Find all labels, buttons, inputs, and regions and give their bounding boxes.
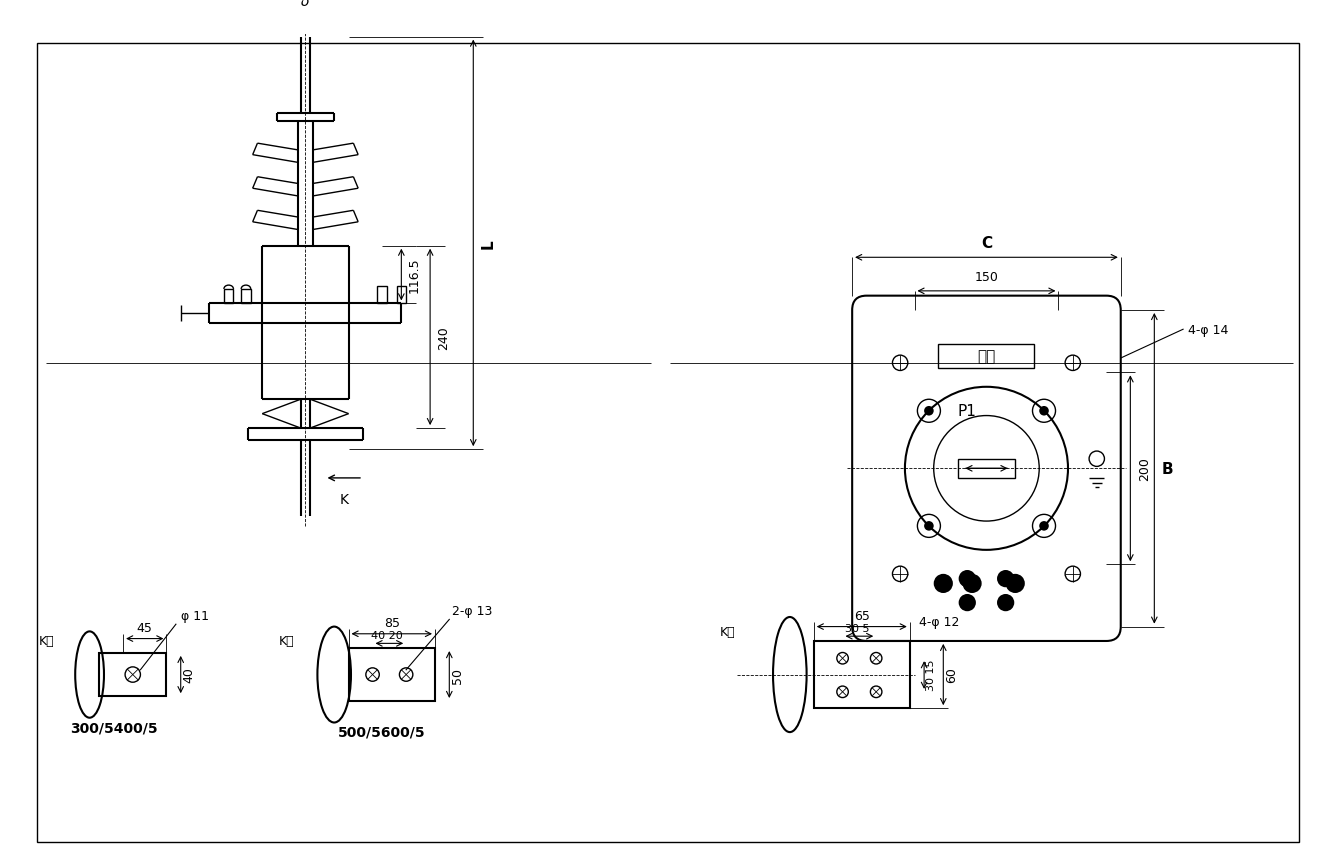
Text: 45: 45 (136, 621, 152, 634)
Text: P1: P1 (958, 404, 977, 419)
Text: C: C (981, 235, 993, 250)
Bar (224, 290, 234, 304)
Text: 50: 50 (452, 667, 464, 682)
Bar (814, 642, 910, 708)
Circle shape (997, 595, 1014, 612)
Bar (377, 287, 387, 304)
Text: B: B (1162, 461, 1173, 476)
Bar (958, 459, 1015, 478)
Circle shape (1039, 406, 1049, 416)
Text: 65: 65 (854, 609, 870, 622)
Text: 30 15: 30 15 (926, 659, 937, 690)
Circle shape (1039, 521, 1049, 531)
Text: K向: K向 (39, 635, 55, 648)
Text: 30 5: 30 5 (844, 624, 870, 634)
Circle shape (997, 570, 1014, 588)
Text: 4-φ 14: 4-φ 14 (1188, 324, 1228, 337)
Bar (349, 648, 436, 701)
Text: 2-φ 13: 2-φ 13 (452, 605, 493, 618)
Text: φ 11: φ 11 (180, 609, 208, 623)
Text: K向: K向 (720, 625, 735, 638)
Text: 40: 40 (183, 667, 195, 682)
Text: 240: 240 (437, 325, 450, 349)
Circle shape (925, 406, 934, 416)
Text: 116.5: 116.5 (407, 257, 421, 293)
Text: 60: 60 (945, 667, 958, 682)
Text: δ: δ (301, 0, 310, 9)
Text: L: L (481, 239, 496, 249)
Circle shape (1006, 574, 1025, 593)
Circle shape (962, 574, 982, 593)
Text: 300/5400/5: 300/5400/5 (69, 720, 158, 734)
Text: 500/5600/5: 500/5600/5 (338, 725, 426, 739)
Circle shape (959, 570, 975, 588)
Text: 40 20: 40 20 (371, 630, 403, 641)
Circle shape (934, 574, 953, 593)
Text: 名牌: 名牌 (978, 348, 995, 364)
Text: 150: 150 (974, 271, 998, 284)
Bar (242, 290, 251, 304)
Text: 200: 200 (1138, 457, 1152, 481)
Text: K: K (339, 492, 349, 507)
Text: K向: K向 (278, 635, 294, 648)
Bar (938, 344, 1034, 368)
Bar (99, 653, 166, 696)
Text: 85: 85 (383, 616, 399, 630)
Circle shape (925, 521, 934, 531)
Circle shape (959, 595, 975, 612)
Text: 4-φ 12: 4-φ 12 (919, 615, 959, 629)
Bar (397, 287, 406, 304)
